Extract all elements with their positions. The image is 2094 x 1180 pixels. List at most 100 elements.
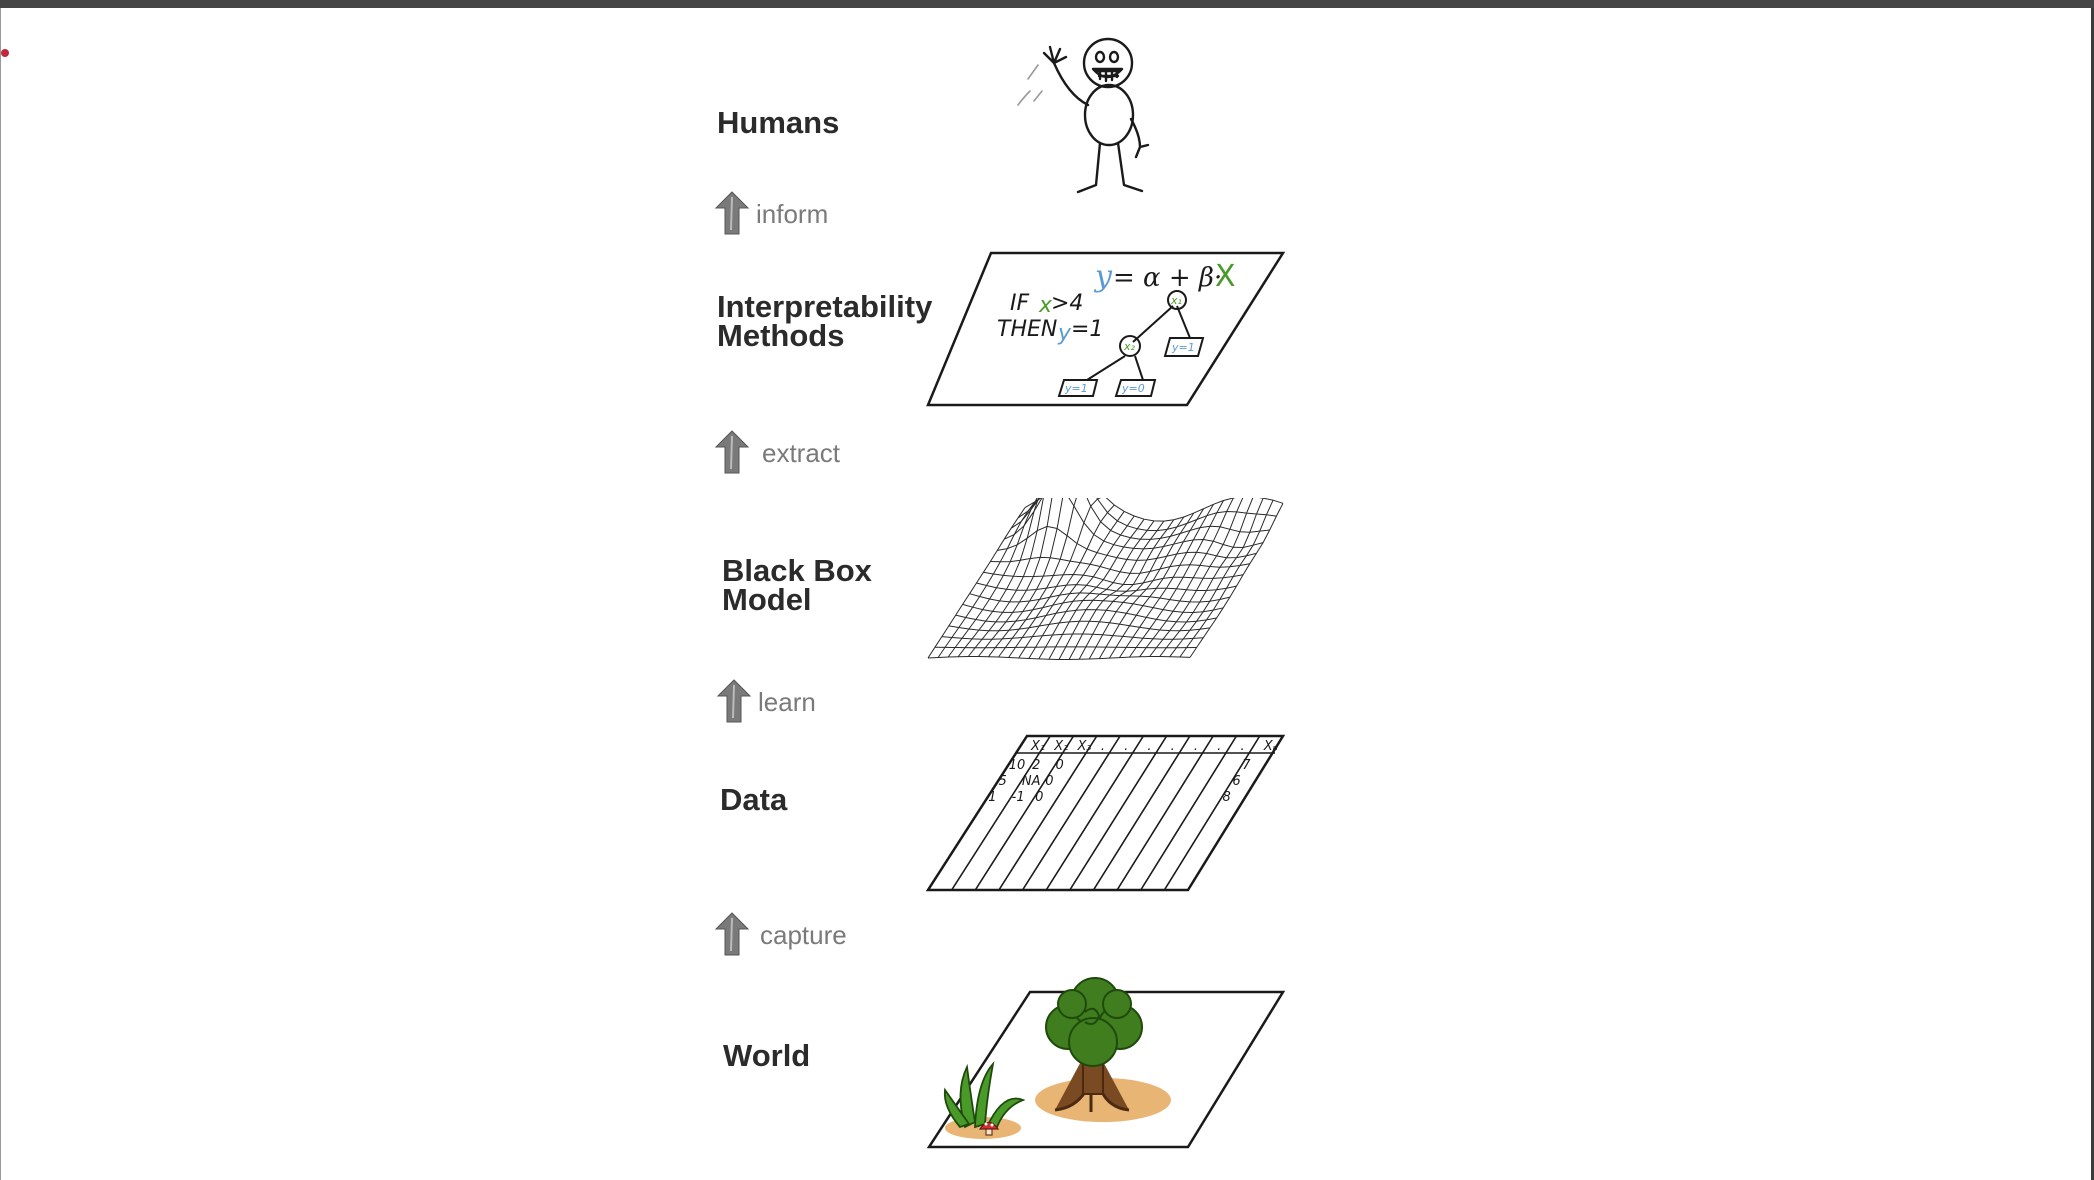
- rule-condition: >4: [1051, 291, 1083, 316]
- mesh-line: [1058, 520, 1155, 660]
- mesh-line: [976, 582, 1237, 592]
- up-arrow-icon: [714, 430, 750, 474]
- mesh-line: [1010, 498, 1270, 540]
- up-arrow-icon: [716, 679, 752, 723]
- tree-leaf-mid: y=0: [1121, 382, 1145, 395]
- formula-y: y: [1093, 259, 1113, 294]
- mesh-line: [1088, 516, 1185, 660]
- table-header: .: [1101, 739, 1105, 754]
- table-cell: NA: [1022, 774, 1041, 789]
- mesh-line: [1169, 498, 1264, 657]
- mesh-line: [957, 498, 1040, 658]
- table-header: .: [1171, 739, 1175, 754]
- mesh-line: [1159, 498, 1254, 657]
- tree-leaf-right: y=1: [1171, 341, 1195, 354]
- table-cell: 2: [1032, 758, 1040, 773]
- up-arrow-icon: [714, 191, 750, 235]
- table-header: .: [1147, 739, 1151, 754]
- table-header: X₁: [1030, 739, 1045, 754]
- black-box-mesh-surface: [927, 498, 1284, 660]
- mesh-line: [1108, 508, 1205, 659]
- table-header: X₂: [1053, 739, 1068, 754]
- mushroom-icon: [978, 1121, 1000, 1136]
- mesh-line: [1008, 498, 1102, 658]
- window-right-border: [2091, 8, 2094, 1180]
- table-column-line: [950, 735, 1051, 891]
- formula-middle: = α + β·: [1113, 263, 1222, 293]
- label-humans: Humans: [717, 105, 840, 140]
- table-header: .: [1124, 739, 1128, 754]
- table-cell: 0: [1035, 790, 1043, 805]
- table-cell: 1: [988, 790, 996, 805]
- table-column-line: [1069, 735, 1168, 891]
- arrow-label-inform: inform: [756, 199, 829, 229]
- interpretability-methods-panel: y = α + β· X IF x >4 THEN y =1 x₁ x₂ y=1…: [926, 251, 1286, 407]
- table-cell: 6: [1232, 774, 1240, 789]
- table-cell: -1: [1012, 790, 1025, 805]
- label-model-line2: Model: [722, 582, 812, 617]
- mesh-line: [1038, 515, 1135, 660]
- mesh-line: [1024, 498, 1284, 522]
- table-cell: 5: [999, 774, 1007, 789]
- mesh-line: [988, 498, 1064, 657]
- mesh-line: [1098, 512, 1195, 659]
- mesh-line: [1078, 519, 1175, 660]
- mesh-line: [1149, 498, 1244, 657]
- table-cell: 7: [1242, 758, 1251, 773]
- tree-leaf-left: y=1: [1064, 382, 1088, 395]
- mesh-line: [1129, 500, 1224, 658]
- mesh-line: [1048, 518, 1145, 660]
- grass-icon: [943, 1060, 1026, 1129]
- tree-node-mid: x₂: [1123, 340, 1136, 353]
- rule-y: y: [1057, 321, 1072, 346]
- rule-then: THEN: [997, 317, 1057, 342]
- tree-node-top: x₁: [1170, 294, 1182, 307]
- mesh-line: [937, 501, 1036, 658]
- arrow-learn: learn: [716, 678, 866, 724]
- tree-icon: [1045, 977, 1143, 1067]
- world-scene-panel: [926, 977, 1286, 1149]
- mesh-line: [1068, 520, 1165, 660]
- label-interpretability-methods: Interpretability Methods: [717, 289, 933, 353]
- label-model-line1: Black Box: [722, 553, 872, 588]
- arrow-label-extract: extract: [762, 438, 841, 468]
- arrow-inform: inform: [714, 190, 874, 236]
- table-header: Xₙ: [1263, 739, 1278, 754]
- table-column-line: [998, 735, 1098, 891]
- label-methods-line1: Interpretability: [717, 289, 933, 324]
- rule-x: x: [1038, 293, 1053, 318]
- table-cell: 8: [1222, 790, 1230, 805]
- mesh-line: [978, 498, 1053, 657]
- table-column-line: [974, 735, 1075, 891]
- table-column-line: [1116, 735, 1214, 891]
- table-cell: 0: [1045, 774, 1053, 789]
- up-arrow-icon: [714, 912, 750, 956]
- mesh-line: [1189, 503, 1284, 658]
- table-header: .: [1240, 739, 1244, 754]
- table-header: .: [1194, 739, 1198, 754]
- mesh-line: [1139, 498, 1234, 658]
- table-column-line: [1092, 735, 1191, 891]
- table-header: .: [1217, 739, 1221, 754]
- table-cell: 0: [1055, 758, 1063, 773]
- arrow-label-learn: learn: [758, 687, 816, 717]
- formula-x: X: [1215, 259, 1236, 294]
- mesh-line: [1028, 511, 1125, 659]
- mesh-line: [1018, 504, 1115, 659]
- table-column-line: [1045, 735, 1145, 891]
- arrow-extract: extract: [714, 429, 884, 475]
- cursor-marker: [1, 49, 9, 57]
- mesh-line: [1179, 499, 1274, 658]
- window-top-bar: [0, 0, 2094, 8]
- mesh-line: [998, 498, 1077, 658]
- window-left-border: [0, 8, 1, 1180]
- mesh-line: [1017, 498, 1277, 532]
- label-data: Data: [720, 782, 788, 817]
- table-column-line: [1140, 735, 1238, 891]
- label-black-box-model: Black Box Model: [722, 553, 872, 617]
- mesh-line: [1119, 504, 1214, 658]
- label-world: World: [723, 1038, 811, 1073]
- rule-if: IF: [1010, 291, 1029, 316]
- label-methods-line2: Methods: [717, 318, 845, 353]
